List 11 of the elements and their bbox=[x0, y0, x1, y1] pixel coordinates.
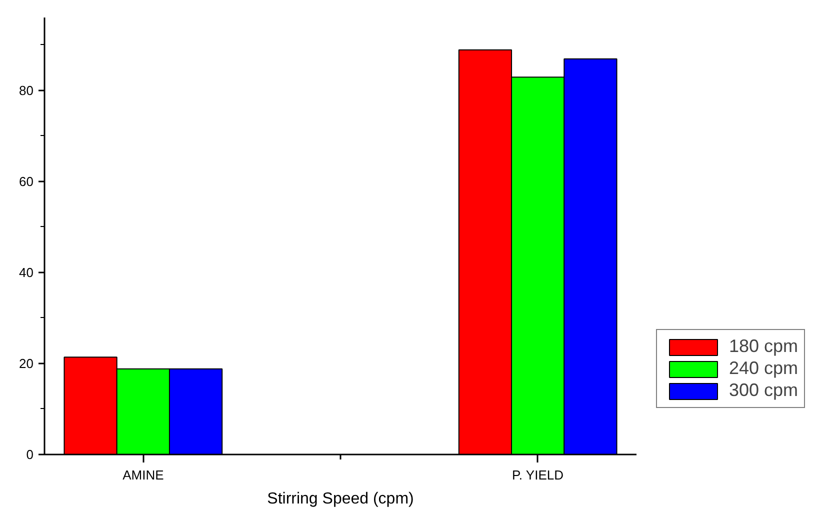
legend-label: 300 cpm bbox=[729, 380, 798, 401]
y-tick-label: 60 bbox=[19, 174, 34, 189]
y-tick-label: 80 bbox=[19, 82, 34, 98]
y-tick-label: 40 bbox=[19, 264, 34, 280]
y-tick-label: 0 bbox=[26, 447, 34, 462]
legend-label: 180 cpm bbox=[729, 336, 798, 357]
x-tick-label: P. YIELD bbox=[512, 468, 564, 482]
legend-label: 240 cpm bbox=[729, 358, 798, 379]
y-tick-label: 20 bbox=[19, 356, 34, 371]
x-axis-title: Stirring Speed (cpm) bbox=[267, 490, 414, 508]
x-tick-label: AMINE bbox=[122, 468, 164, 482]
